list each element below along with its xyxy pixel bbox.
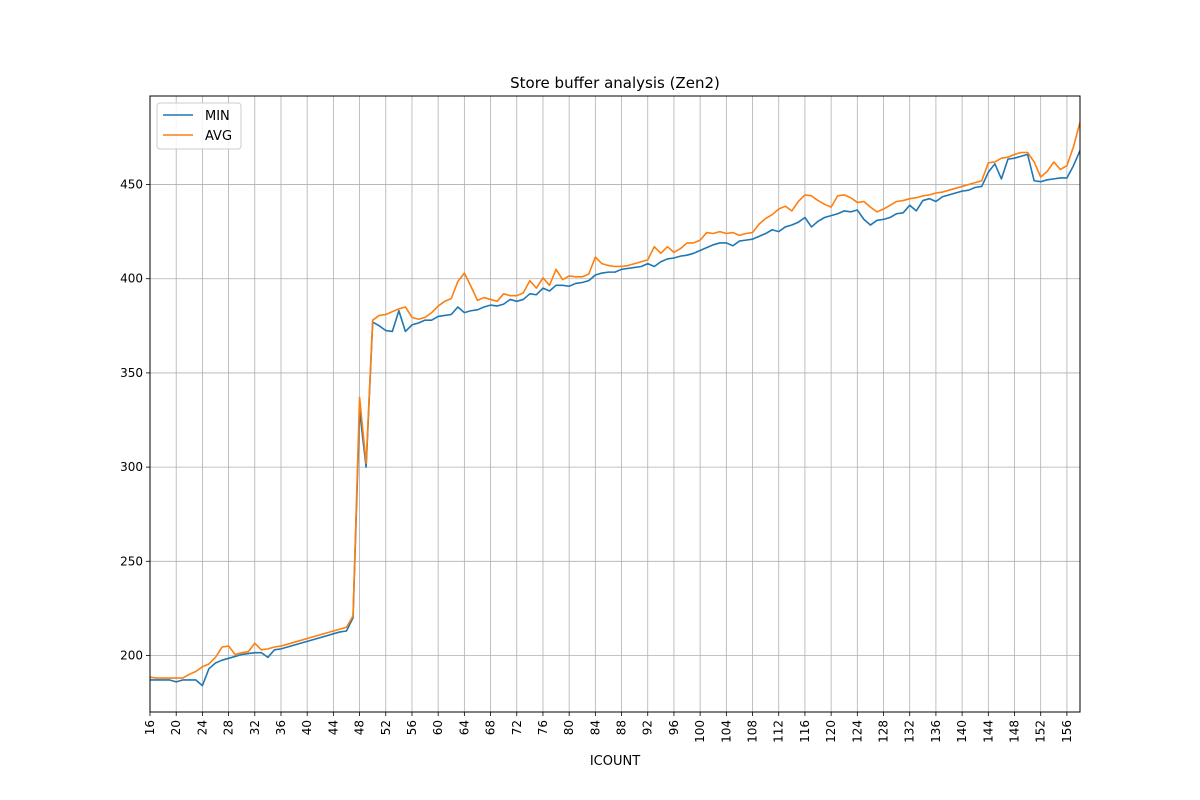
x-tick-label: 36: [274, 720, 288, 735]
x-tick-label: 108: [746, 720, 760, 743]
legend: MIN AVG: [156, 102, 242, 150]
x-tick-label: 48: [353, 720, 367, 735]
series-layer: [150, 122, 1080, 687]
x-tick-label: 32: [248, 720, 262, 735]
series-line-min: [150, 150, 1080, 687]
x-tick-label: 120: [824, 720, 838, 743]
x-tick-label: 100: [693, 720, 707, 743]
x-tick-label: 52: [379, 720, 393, 735]
x-tick-label: 148: [1008, 720, 1022, 743]
x-tick-label: 112: [772, 720, 786, 743]
x-tick-label: 124: [850, 720, 864, 743]
y-axis-ticks: 200 250 300 350 400 450: [120, 178, 150, 662]
x-tick-label: 92: [641, 720, 655, 735]
x-tick-label: 96: [667, 720, 681, 735]
x-axis-label: ICOUNT: [590, 754, 640, 769]
x-tick-label: 140: [955, 720, 969, 743]
x-tick-label: 40: [300, 720, 314, 735]
x-axis-ticks: 16 20 24 28 32 36 40 44 48 52 56 60 64 68 72 76 80 84 88 92…: [143, 712, 1074, 743]
x-tick-label: 16: [143, 720, 157, 735]
x-tick-label: 24: [195, 720, 209, 735]
y-tick-label: 250: [120, 554, 143, 568]
chart-title: Store buffer analysis (Zen2): [510, 74, 720, 92]
y-tick-label: 300: [120, 460, 143, 474]
x-tick-label: 156: [1060, 720, 1074, 743]
y-tick-label: 450: [120, 178, 143, 192]
x-tick-label: 152: [1034, 720, 1048, 743]
x-tick-label: 84: [588, 720, 602, 735]
x-tick-label: 80: [562, 720, 576, 735]
x-tick-label: 60: [431, 720, 445, 735]
x-tick-label: 44: [326, 720, 340, 735]
y-tick-label: 350: [120, 366, 143, 380]
x-tick-label: 72: [510, 720, 524, 735]
x-tick-label: 20: [169, 720, 183, 735]
series-line-avg: [150, 122, 1080, 679]
x-tick-label: 64: [457, 720, 471, 735]
x-tick-label: 132: [903, 720, 917, 743]
x-tick-label: 136: [929, 720, 943, 743]
y-tick-label: 200: [120, 648, 143, 662]
legend-label-min: MIN: [205, 109, 230, 124]
x-tick-label: 76: [536, 720, 550, 735]
x-tick-label: 128: [877, 720, 891, 743]
y-tick-label: 400: [120, 272, 143, 286]
x-tick-label: 104: [719, 720, 733, 743]
grid: [149, 96, 1080, 712]
x-tick-label: 68: [484, 720, 498, 735]
x-tick-label: 28: [222, 720, 236, 735]
plot-frame: [149, 95, 1081, 713]
x-tick-label: 116: [798, 720, 812, 743]
x-tick-label: 88: [615, 720, 629, 735]
x-tick-label: 144: [981, 720, 995, 743]
legend-label-avg: AVG: [205, 129, 232, 144]
x-tick-label: 56: [405, 720, 419, 735]
